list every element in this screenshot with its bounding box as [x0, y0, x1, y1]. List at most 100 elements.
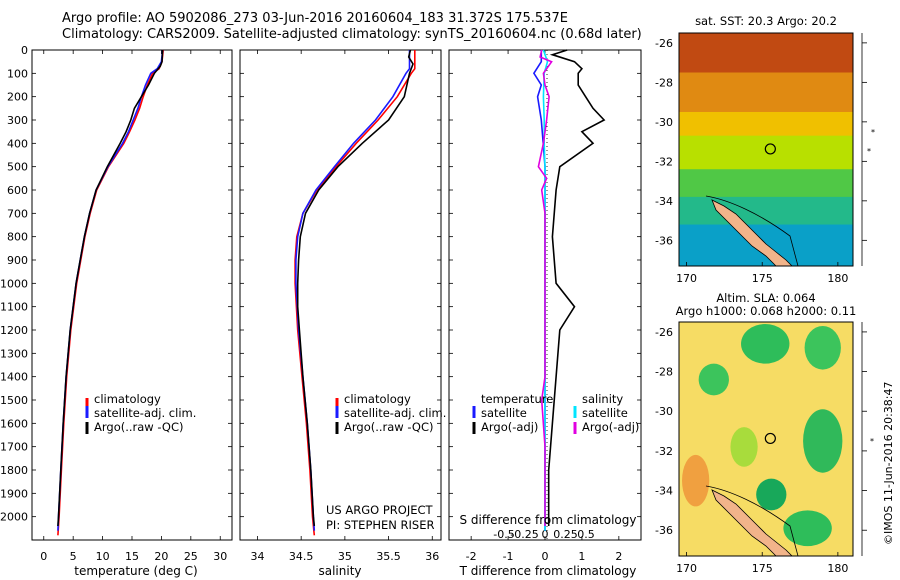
- s-tick-label: -0.5: [493, 528, 514, 541]
- y-tick-label: 1200: [0, 324, 28, 337]
- x-tick-label: 30: [213, 550, 227, 563]
- y-tick-label: 200: [7, 91, 28, 104]
- sla-anomaly-blob: [698, 363, 729, 396]
- temperature-panel: 0100200300400500600700800900100011001200…: [0, 44, 233, 578]
- sla-anomaly-blob: [803, 409, 843, 473]
- legend-temperature-title: temperature: [481, 392, 553, 406]
- map-x-tick-label: 180: [827, 562, 848, 575]
- x-tick-label: 34: [250, 550, 264, 563]
- map-y-tick-label: -34: [655, 195, 673, 208]
- star-marker: *: [871, 128, 875, 137]
- x-tick-label: 25: [184, 550, 198, 563]
- temperature-legend: climatology satellite-adj. clim. Argo(..…: [85, 392, 196, 434]
- y-tick-label: 2000: [0, 511, 28, 524]
- map-x-tick-label: 175: [752, 562, 773, 575]
- x-tick-label: -1: [503, 550, 514, 563]
- x-tick-label: 35: [338, 550, 352, 563]
- map-y-tick-label: -34: [655, 485, 673, 498]
- sst-color-band: [679, 111, 853, 137]
- map-x-tick-label: 170: [676, 272, 697, 285]
- map-y-tick-label: -28: [655, 366, 673, 379]
- sst-color-band: [679, 72, 853, 113]
- figure-title-line2: Climatology: CARS2009. Satellite-adjuste…: [62, 27, 642, 42]
- sla-anomaly-blob: [741, 323, 790, 364]
- x-tick-label: 1: [578, 550, 585, 563]
- legend-climatology: climatology: [344, 392, 411, 406]
- y-tick-label: 600: [7, 184, 28, 197]
- legend-climatology: climatology: [94, 392, 161, 406]
- map-y-tick-label: -26: [655, 326, 673, 339]
- sla-anomaly-blob: [804, 325, 841, 370]
- bathymetry-contour: [705, 485, 799, 556]
- legend-argo: Argo(..raw -QC): [344, 420, 434, 434]
- t-difference-xlabel: T difference from climatology: [459, 564, 637, 578]
- figure-title-line1: Argo profile: AO 5902086_273 03-Jun-2016…: [62, 11, 568, 26]
- sst-color-band: [679, 135, 853, 171]
- series-line-s-argo-adj-: [537, 49, 553, 526]
- legend-s-satellite: satellite: [582, 406, 628, 420]
- new-zealand-coast: [711, 199, 793, 266]
- legend-t-argo: Argo(-adj): [481, 420, 538, 434]
- project-name: US ARGO PROJECT: [326, 503, 434, 517]
- map-y-tick-label: -36: [655, 234, 673, 247]
- s-difference-xlabel: S difference from climatology: [460, 513, 637, 527]
- y-tick-label: 500: [7, 161, 28, 174]
- y-tick-label: 1100: [0, 301, 28, 314]
- x-tick-label: 0: [40, 550, 47, 563]
- sst-color-band: [679, 196, 853, 226]
- s-tick-label: 0: [542, 528, 549, 541]
- argo-float-marker: [764, 432, 776, 445]
- map-y-tick-label: -28: [655, 76, 673, 89]
- legend-s-argo: Argo(-adj): [582, 420, 639, 434]
- project-pi: PI: STEPHEN RISER: [326, 518, 435, 532]
- salinity-xlabel: salinity: [318, 564, 361, 578]
- x-tick-label: 35.5: [376, 550, 401, 563]
- sla-map-title: Altim. SLA: 0.064: [716, 291, 815, 305]
- x-tick-label: 10: [96, 550, 110, 563]
- map-y-tick-label: -30: [655, 405, 673, 418]
- series-line-t-argo-adj-: [547, 49, 606, 526]
- sla-anomaly-blob: [783, 510, 832, 547]
- sla-anomaly-blob: [756, 478, 787, 511]
- s-tick-label: 0.25: [553, 528, 578, 541]
- bathymetry-contour: [705, 195, 799, 266]
- difference-panel: -2 -1 0 1 2 -0.5-0.25 0 0.25 0.5 temperature sa…: [448, 49, 642, 578]
- y-tick-label: 0: [21, 44, 28, 57]
- temperature-xlabel: temperature (deg C): [74, 564, 197, 578]
- map-x-tick-label: 170: [676, 562, 697, 575]
- y-tick-label: 1300: [0, 347, 28, 360]
- legend-t-satellite: satellite: [481, 406, 527, 420]
- star-marker: *: [867, 147, 871, 156]
- series-line-argo-raw-qc-: [57, 49, 164, 527]
- salinity-legend: climatology satellite-adj. clim. Argo(..…: [335, 392, 446, 434]
- y-tick-label: 1600: [0, 417, 28, 430]
- series-line-argo-raw-qc-: [296, 49, 414, 527]
- y-tick-label: 900: [7, 254, 28, 267]
- x-tick-label: 36: [425, 550, 439, 563]
- sst-map-title: sat. SST: 20.3 Argo: 20.2: [695, 14, 837, 28]
- map-y-tick-label: -32: [655, 155, 673, 168]
- y-tick-label: 1400: [0, 371, 28, 384]
- x-tick-label: 2: [615, 550, 622, 563]
- x-tick-label: 0: [542, 550, 549, 563]
- map-y-tick-label: -32: [655, 445, 673, 458]
- map-x-tick-label: 180: [827, 272, 848, 285]
- y-tick-label: 800: [7, 231, 28, 244]
- map-x-tick-label: 175: [752, 272, 773, 285]
- legend-satellite: satellite-adj. clim.: [344, 406, 446, 420]
- s-tick-label: -0.25: [510, 528, 538, 541]
- map-y-tick-label: -30: [655, 116, 673, 129]
- sla-anomaly-blob: [730, 427, 758, 467]
- y-tick-label: 1000: [0, 277, 28, 290]
- s-tick-label: 0.5: [577, 528, 595, 541]
- y-tick-label: 1700: [0, 441, 28, 454]
- sla-map-panel: Altim. SLA: 0.064 Argo h1000: 0.068 h200…: [655, 291, 874, 575]
- sla-anomaly-blob: [682, 454, 710, 507]
- sst-map-panel: sat. SST: 20.3 Argo: 20.2 * * -26 -28 -30 -…: [655, 14, 875, 285]
- y-tick-label: 300: [7, 114, 28, 127]
- map-y-tick-label: -36: [655, 524, 673, 537]
- x-tick-label: -2: [466, 550, 477, 563]
- legend-salinity-title: salinity: [582, 392, 623, 406]
- argo-float-marker: [764, 143, 776, 155]
